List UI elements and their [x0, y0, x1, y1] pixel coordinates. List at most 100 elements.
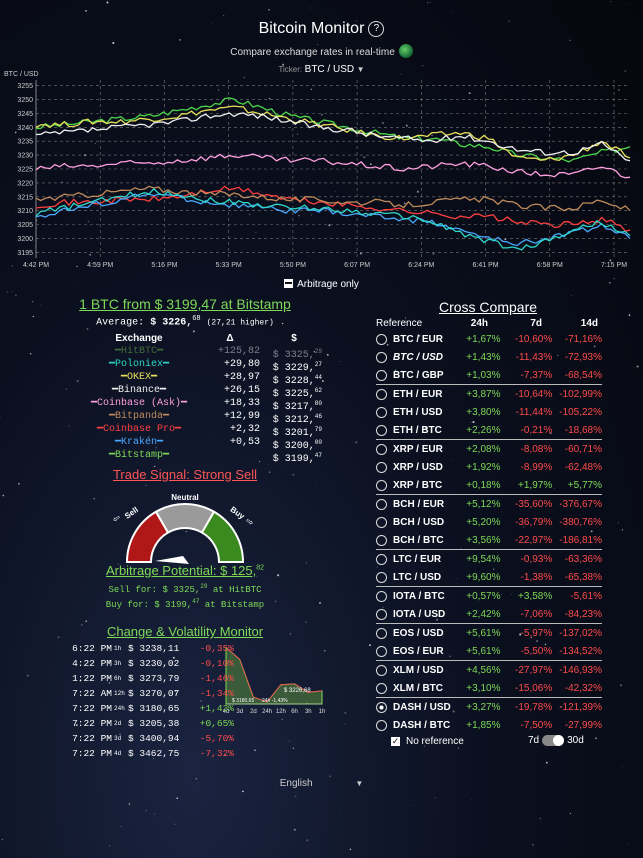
- cross-compare-row[interactable]: ETH / EUR +3,87% -10,64% -102,99%: [376, 386, 602, 403]
- reference-radio[interactable]: [376, 702, 387, 713]
- reference-radio[interactable]: [376, 609, 387, 620]
- star: [356, 20, 358, 22]
- arbitrage-potential-row[interactable]: Arbitrage Potential: $ 125,82: [0, 563, 370, 578]
- star: [544, 643, 547, 646]
- reference-radio[interactable]: [376, 628, 387, 639]
- star: [523, 526, 525, 528]
- cross-compare-row[interactable]: XLM / USD +4,56% -27,97% -146,93%: [376, 662, 602, 679]
- reference-radio[interactable]: [376, 554, 387, 565]
- change-24h: +4,56%: [466, 665, 501, 676]
- exchange-row[interactable]: ━Poloniex━ +29,80 $ 3229,27: [78, 358, 322, 374]
- cross-compare-row[interactable]: IOTA / USD +2,42% -7,06% -84,23%: [376, 606, 602, 623]
- star: [223, 15, 225, 17]
- star: [394, 369, 397, 371]
- star: [470, 421, 472, 423]
- reference-radio[interactable]: [376, 444, 387, 455]
- exchange-row[interactable]: ━Coinbase (Ask)━ +18,33 $ 3217,80: [78, 397, 322, 413]
- cross-compare-row[interactable]: BTC / EUR +1,67% -10,60% -71,16%: [376, 331, 602, 348]
- cross-compare-row[interactable]: XRP / BTC +0,18% +1,97% +5,77%: [376, 477, 602, 494]
- reference-radio[interactable]: [376, 591, 387, 602]
- exchange-row[interactable]: ━OKEX━ +28,97 $ 3228,44: [78, 371, 322, 387]
- star: [434, 797, 436, 798]
- change-7d: -7,06%: [520, 609, 553, 620]
- reference-radio[interactable]: [376, 425, 387, 436]
- cross-compare-row[interactable]: DASH / USD +3,27% -19,78% -121,39%: [376, 699, 602, 716]
- reference-radio[interactable]: [376, 572, 387, 583]
- help-icon[interactable]: ?: [368, 21, 385, 37]
- arbitrage-checkbox[interactable]: [284, 279, 294, 288]
- star: [590, 530, 593, 533]
- y-axis-label: BTC / USD: [4, 71, 39, 78]
- cross-compare-row[interactable]: XRP / USD +1,92% -8,99% -62,48%: [376, 459, 602, 476]
- star: [276, 57, 277, 58]
- cross-compare-row[interactable]: XLM / BTC +3,10% -15,06% -42,32%: [376, 680, 602, 697]
- language-selector[interactable]: English ▼: [0, 778, 643, 789]
- cross-compare-row[interactable]: BTC / USD +1,43% -11,43% -72,93%: [376, 349, 602, 366]
- cross-compare-row[interactable]: XRP / EUR +2,08% -8,08% -60,71%: [376, 441, 602, 458]
- star: [624, 70, 627, 73]
- change-24h: +1,43%: [466, 352, 501, 363]
- reference-radio[interactable]: [376, 407, 387, 418]
- best-price-headline[interactable]: 1 BTC from $ 3199,47 at Bitstamp: [79, 296, 291, 312]
- exchange-row[interactable]: ━Coinbase Pro━ +2,32 $ 3201,79: [78, 423, 322, 439]
- exchange-table: Exchange Δ $ ━HitBTC━ +125,82 $ 3325,29 ━Po…: [78, 332, 322, 465]
- exchange-row[interactable]: ━HitBTC━ +125,82 $ 3325,29: [78, 345, 322, 361]
- exchange-row[interactable]: ━Binance━ +26,15 $ 3225,62: [78, 384, 322, 400]
- mini-x-label: 12h: [276, 709, 286, 715]
- exchange-name: ━Coinbase (Ask)━: [90, 398, 188, 409]
- cross-compare-row[interactable]: ETH / BTC +2,26% -0,21% -18,68%: [376, 422, 602, 439]
- exchange-row[interactable]: ━Bitstamp━ $ 3199,47: [78, 449, 322, 465]
- star: [159, 414, 160, 415]
- reference-radio[interactable]: [376, 462, 387, 473]
- change-7d: -27,97%: [514, 665, 553, 676]
- exchange-row[interactable]: ━Kraken━ +0,53 $ 3200,00: [78, 436, 322, 452]
- cross-compare-row[interactable]: BTC / GBP +1,03% -7,37% -68,54%: [376, 367, 602, 384]
- toggle-switch[interactable]: [542, 735, 565, 746]
- reference-radio[interactable]: [376, 352, 387, 363]
- star: [48, 93, 50, 95]
- reference-radio[interactable]: [376, 334, 387, 345]
- mini-mid-label: 24h -1,43%: [262, 698, 288, 704]
- reference-radio[interactable]: [376, 389, 387, 400]
- reference-radio[interactable]: [376, 535, 387, 546]
- no-reference-option[interactable]: ✓ No reference: [391, 736, 464, 747]
- change-14d: -65,38%: [564, 572, 602, 583]
- gauge-buy-segment: [200, 510, 245, 563]
- reference-radio[interactable]: [376, 517, 387, 528]
- star: [355, 441, 358, 444]
- cross-compare-row[interactable]: EOS / USD +5,61% -5,97% -137,02%: [376, 625, 602, 642]
- reference-radio[interactable]: [376, 646, 387, 657]
- cross-compare-row[interactable]: ETH / USD +3,80% -11,44% -105,22%: [376, 404, 602, 421]
- reference-radio[interactable]: [376, 480, 387, 491]
- cross-compare-row[interactable]: LTC / EUR +9,54% -0,93% -63,36%: [376, 551, 602, 568]
- star: [177, 302, 178, 304]
- reference-radio[interactable]: [376, 370, 387, 381]
- no-reference-checkbox[interactable]: ✓: [391, 736, 400, 746]
- cross-compare-row[interactable]: BCH / USD +5,20% -36,79% -380,76%: [376, 514, 602, 531]
- star: [268, 97, 271, 100]
- change-24h: +5,20%: [466, 517, 501, 528]
- volatility-monitor-title[interactable]: Change & Volatility Monitor: [106, 624, 264, 639]
- reference-radio[interactable]: [376, 499, 387, 510]
- pair-name: XLM / USD: [393, 665, 444, 676]
- reference-radio[interactable]: [376, 683, 387, 694]
- cross-compare-row[interactable]: LTC / USD +9,60% -1,38% -65,38%: [376, 569, 602, 586]
- cross-compare-row[interactable]: DASH / BTC +1,85% -7,50% -27,99%: [376, 717, 602, 734]
- star: [452, 710, 455, 713]
- volatility-ago: 4d: [114, 750, 122, 757]
- reference-radio[interactable]: [376, 720, 387, 731]
- star: [533, 152, 535, 154]
- cross-compare-row[interactable]: IOTA / BTC +0,57% +3,58% -5,61%: [376, 588, 602, 605]
- cross-compare-row[interactable]: BCH / EUR +5,12% -35,60% -376,67%: [376, 496, 602, 513]
- cross-compare-row[interactable]: BCH / BTC +3,56% -22,97% -186,81%: [376, 532, 602, 549]
- ticker-selector[interactable]: Ticker: BTC / USD ▼: [0, 64, 643, 75]
- star: [403, 202, 406, 205]
- pair-name: IOTA / USD: [393, 609, 446, 620]
- reference-radio[interactable]: [376, 665, 387, 676]
- trade-signal-title[interactable]: Trade Signal: Strong Sell: [112, 467, 258, 482]
- period-toggle[interactable]: 7d 30d: [528, 735, 584, 746]
- exchange-row[interactable]: ━Bitpanda━ +12,99 $ 3212,46: [78, 410, 322, 426]
- arbitrage-only-toggle[interactable]: Arbitrage only: [0, 279, 643, 290]
- y-tick-label: 3205: [17, 222, 33, 229]
- cross-compare-row[interactable]: EOS / EUR +5,61% -5,50% -134,52%: [376, 643, 602, 660]
